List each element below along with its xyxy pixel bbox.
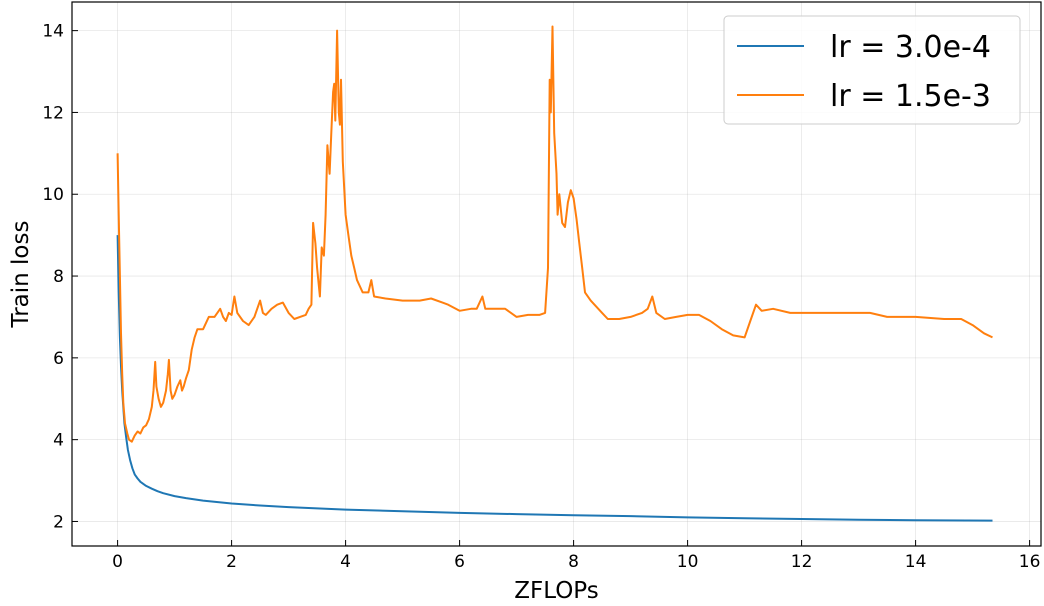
x-tick-label: 8 [568, 552, 579, 572]
x-tick-label: 10 [677, 552, 699, 572]
y-tick-label: 2 [53, 512, 64, 532]
x-tick-label: 12 [791, 552, 813, 572]
y-tick-label: 12 [42, 103, 64, 123]
series-lines [116, 25, 993, 522]
axis-ticks: 0 2 4 6 8 10 12 14 16 2 4 6 8 10 12 14 [42, 22, 1040, 572]
y-tick-label: 10 [42, 185, 64, 205]
y-axis-label: Train loss [8, 221, 34, 329]
x-tick-label: 14 [905, 552, 927, 572]
legend-label-lr-3.0e-4: lr = 3.0e-4 [830, 30, 991, 65]
series-line-0 [116, 235, 993, 522]
legend: lr = 3.0e-4 lr = 1.5e-3 [723, 15, 1021, 125]
x-tick-label: 2 [226, 552, 237, 572]
y-tick-label: 6 [53, 349, 64, 369]
legend-box [723, 15, 1021, 125]
x-tick-label: 0 [112, 552, 123, 572]
y-tick-label: 14 [42, 22, 64, 42]
y-tick-label: 4 [53, 431, 64, 451]
series-line-1 [116, 25, 993, 443]
x-axis-label: ZFLOPs [514, 578, 599, 602]
y-tick-label: 8 [53, 267, 64, 287]
plot-frame [71, 1, 1042, 547]
legend-label-lr-1.5e-3: lr = 1.5e-3 [830, 79, 991, 114]
x-tick-label: 6 [454, 552, 465, 572]
x-tick-label: 16 [1019, 552, 1041, 572]
x-tick-label: 4 [340, 552, 351, 572]
